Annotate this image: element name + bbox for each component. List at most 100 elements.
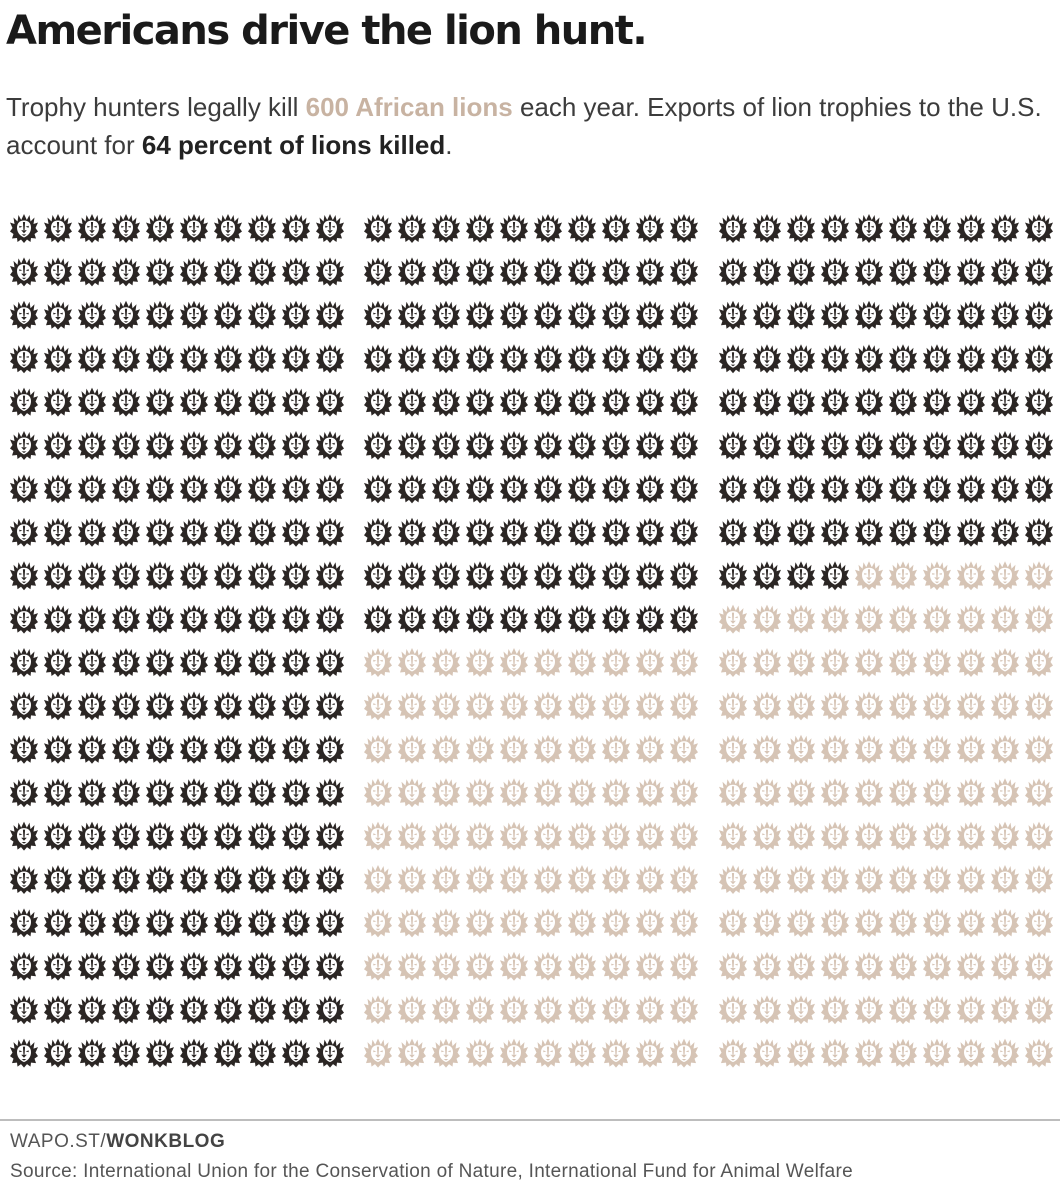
lion-icon-us xyxy=(534,561,562,591)
lion-icon-us xyxy=(316,865,344,894)
lion-icon-us xyxy=(78,604,106,634)
lion-icon-us xyxy=(180,865,208,894)
lion-icon-us xyxy=(923,474,951,504)
lion-icon-us xyxy=(214,387,242,417)
lion-icon-us xyxy=(112,821,140,851)
lion-icon-us xyxy=(957,214,985,243)
lion-icon-us xyxy=(636,517,664,547)
lion-icon-other xyxy=(534,821,562,851)
lion-icon-other xyxy=(753,648,781,677)
lion-icon-us xyxy=(180,257,208,287)
lion-icon-us xyxy=(112,517,140,547)
lion-icon-us xyxy=(180,648,208,677)
lion-icon-us xyxy=(44,387,72,417)
lion-icon-us xyxy=(44,734,72,764)
lion-icon-us xyxy=(991,474,1019,504)
lion-icon-us xyxy=(146,431,174,460)
lion-icon-us xyxy=(1025,214,1053,243)
lion-icon-other xyxy=(753,604,781,634)
lion-icon-us xyxy=(821,561,849,591)
lion-icon-us xyxy=(719,257,747,287)
lion-icon-us xyxy=(568,561,596,591)
lion-icon-us xyxy=(957,257,985,287)
lion-icon-us xyxy=(991,214,1019,243)
lion-icon-us xyxy=(889,214,917,243)
lion-icon-other xyxy=(991,734,1019,764)
lion-icon-other xyxy=(364,821,392,851)
lion-icon-us xyxy=(78,344,106,374)
lion-icon-us xyxy=(787,431,815,460)
lion-icon-other xyxy=(991,821,1019,851)
lion-icon-us xyxy=(1025,344,1053,374)
lion-icon-us xyxy=(180,561,208,591)
lion-icon-other xyxy=(534,995,562,1025)
lion-icon-other xyxy=(821,734,849,764)
lion-icon-us xyxy=(10,257,38,287)
lion-icon-other xyxy=(500,691,528,721)
lion-icon-other xyxy=(821,865,849,894)
lion-icon-us xyxy=(602,561,630,591)
lion-icon-us xyxy=(146,474,174,504)
lion-icon-us xyxy=(180,1038,208,1068)
lion-icon-other xyxy=(923,778,951,808)
lion-icon-other xyxy=(466,648,494,677)
lion-icon-other xyxy=(568,691,596,721)
lion-icon-us xyxy=(214,648,242,677)
lion-icon-other xyxy=(636,951,664,981)
lion-icon-us xyxy=(957,344,985,374)
lion-icon-other xyxy=(466,865,494,894)
lion-icon-us xyxy=(112,691,140,721)
lion-icon-other xyxy=(957,865,985,894)
lion-icon-other xyxy=(364,995,392,1025)
lion-icon-other xyxy=(636,778,664,808)
lion-icon-us xyxy=(636,387,664,417)
lion-icon-other xyxy=(636,865,664,894)
lion-icon-other xyxy=(534,951,562,981)
lion-icon-us xyxy=(432,344,460,374)
lion-icon-other xyxy=(923,691,951,721)
lion-icon-us xyxy=(282,214,310,243)
lion-icon-us xyxy=(991,300,1019,330)
lion-icon-us xyxy=(180,387,208,417)
lion-icon-us xyxy=(146,257,174,287)
lion-icon-us xyxy=(500,257,528,287)
lion-icon-us xyxy=(636,604,664,634)
lion-icon-other xyxy=(719,691,747,721)
lion-icon-us xyxy=(10,865,38,894)
lion-icon-us xyxy=(10,778,38,808)
lion-icon-us xyxy=(500,474,528,504)
lion-icon-us xyxy=(923,300,951,330)
lion-icon-other xyxy=(364,691,392,721)
lion-icon-us xyxy=(855,474,883,504)
lion-icon-other xyxy=(1025,691,1053,721)
lion-icon-other xyxy=(889,951,917,981)
lion-icon-us xyxy=(534,517,562,547)
lion-icon-us xyxy=(855,344,883,374)
lion-icon-us xyxy=(889,344,917,374)
lion-icon-us xyxy=(78,908,106,938)
lion-icon-other xyxy=(1025,604,1053,634)
lion-icon-us xyxy=(889,300,917,330)
lion-icon-other xyxy=(957,778,985,808)
lion-icon-us xyxy=(500,604,528,634)
lion-icon-us xyxy=(364,387,392,417)
lion-icon-us xyxy=(398,517,426,547)
lion-icon-us xyxy=(10,995,38,1025)
lion-icon-other xyxy=(466,821,494,851)
lion-icon-other xyxy=(432,778,460,808)
lion-icon-other xyxy=(636,1038,664,1068)
lion-icon-us xyxy=(636,561,664,591)
lion-icon-us xyxy=(534,257,562,287)
lion-icon-us xyxy=(670,474,698,504)
lion-icon-us xyxy=(44,951,72,981)
lion-icon-us xyxy=(855,517,883,547)
lion-icon-us xyxy=(568,604,596,634)
lion-icon-us xyxy=(889,257,917,287)
lion-icon-us xyxy=(112,257,140,287)
lion-icon-other xyxy=(991,648,1019,677)
lion-icon-us xyxy=(753,300,781,330)
lion-icon-other xyxy=(957,691,985,721)
lion-icon-us xyxy=(957,387,985,417)
lion-icon-other xyxy=(719,951,747,981)
lion-icon-other xyxy=(889,1038,917,1068)
